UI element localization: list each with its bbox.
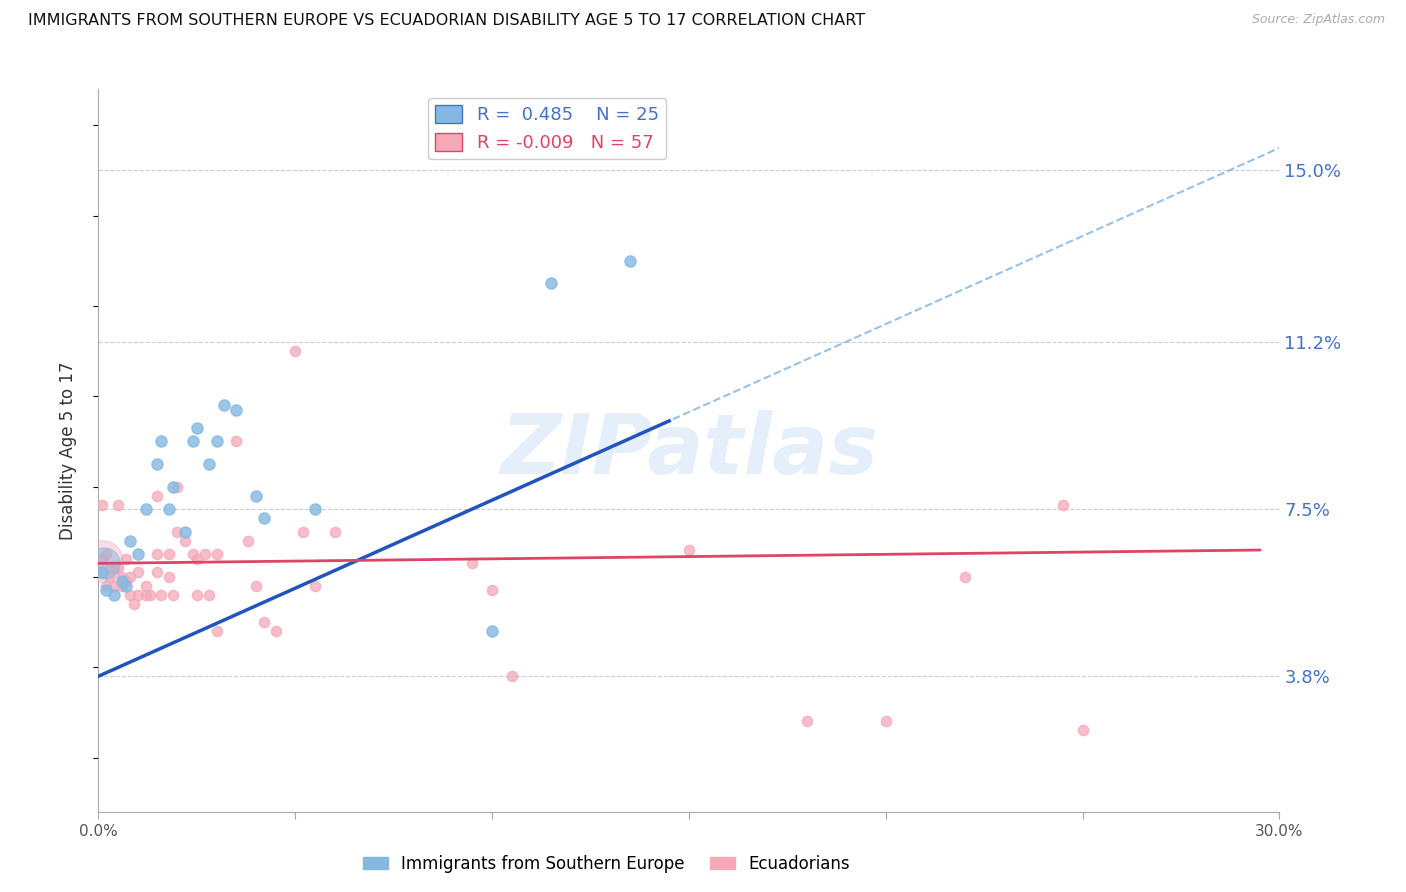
Point <box>96 579 118 593</box>
Point <box>91 498 114 512</box>
Point <box>678 542 700 557</box>
Point <box>115 579 138 593</box>
Point <box>186 421 208 435</box>
Point <box>127 588 149 602</box>
Point <box>146 566 169 580</box>
Point <box>186 551 208 566</box>
Point <box>103 561 125 575</box>
Point <box>146 489 169 503</box>
Point <box>1052 498 1074 512</box>
Point <box>166 524 188 539</box>
Y-axis label: Disability Age 5 to 17: Disability Age 5 to 17 <box>59 361 77 540</box>
Point <box>103 579 125 593</box>
Point <box>1071 723 1094 738</box>
Point <box>107 561 129 575</box>
Point <box>292 524 315 539</box>
Point <box>323 524 346 539</box>
Point <box>162 479 184 493</box>
Point <box>90 554 112 568</box>
Point <box>197 457 219 471</box>
Point <box>245 579 267 593</box>
Point <box>115 574 138 589</box>
Point <box>205 434 228 449</box>
Point <box>225 402 247 417</box>
Point <box>122 597 145 611</box>
Point <box>304 579 326 593</box>
Point <box>111 579 134 593</box>
Point <box>111 570 134 584</box>
Point <box>111 574 134 589</box>
Point <box>93 557 115 571</box>
Point <box>135 588 157 602</box>
Point <box>481 624 503 638</box>
Point <box>236 533 259 548</box>
Point <box>875 714 897 729</box>
Point <box>115 551 138 566</box>
Point <box>138 588 160 602</box>
Point <box>135 502 157 516</box>
Point <box>174 533 197 548</box>
Point <box>501 669 523 683</box>
Text: IMMIGRANTS FROM SOUTHERN EUROPE VS ECUADORIAN DISABILITY AGE 5 TO 17 CORRELATION: IMMIGRANTS FROM SOUTHERN EUROPE VS ECUAD… <box>28 13 865 29</box>
Point <box>225 434 247 449</box>
Point <box>157 570 180 584</box>
Legend: Immigrants from Southern Europe, Ecuadorians: Immigrants from Southern Europe, Ecuador… <box>356 848 856 880</box>
Point <box>166 479 188 493</box>
Point <box>135 579 157 593</box>
Point <box>127 547 149 561</box>
Point <box>796 714 818 729</box>
Point <box>205 624 228 638</box>
Point <box>127 566 149 580</box>
Point <box>91 551 114 566</box>
Point <box>98 561 121 575</box>
Point <box>284 344 307 359</box>
Point <box>150 434 173 449</box>
Point <box>481 583 503 598</box>
Point <box>619 253 641 268</box>
Point <box>107 498 129 512</box>
Point <box>118 570 141 584</box>
Point <box>146 547 169 561</box>
Text: ZIPatlas: ZIPatlas <box>501 410 877 491</box>
Point <box>264 624 287 638</box>
Point <box>96 583 118 598</box>
Point <box>953 570 976 584</box>
Point <box>157 547 180 561</box>
Point <box>205 547 228 561</box>
Point <box>98 570 121 584</box>
Point <box>304 502 326 516</box>
Point <box>118 588 141 602</box>
Point <box>118 533 141 548</box>
Point <box>146 457 169 471</box>
Point <box>186 588 208 602</box>
Point <box>181 547 204 561</box>
Point <box>245 489 267 503</box>
Point <box>162 588 184 602</box>
Point <box>91 566 114 580</box>
Point <box>214 398 236 412</box>
Point <box>174 524 197 539</box>
Point <box>461 557 484 571</box>
Point <box>96 547 118 561</box>
Point <box>540 277 562 291</box>
Point <box>150 588 173 602</box>
Text: Source: ZipAtlas.com: Source: ZipAtlas.com <box>1251 13 1385 27</box>
Point <box>253 615 276 629</box>
Point <box>181 434 204 449</box>
Point <box>197 588 219 602</box>
Point <box>194 547 217 561</box>
Point <box>157 502 180 516</box>
Point <box>103 588 125 602</box>
Point <box>253 511 276 525</box>
